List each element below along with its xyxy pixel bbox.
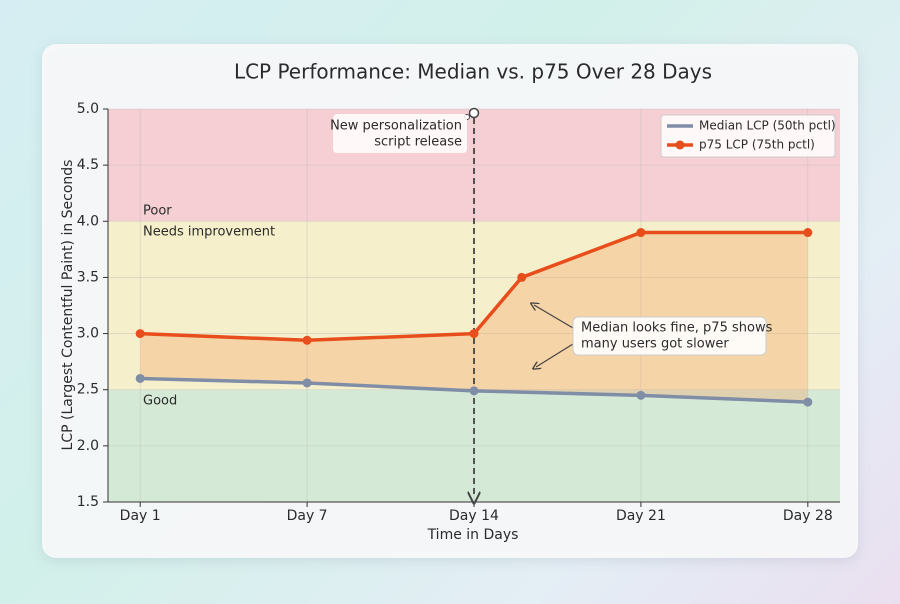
x-tick-label: Day 1: [120, 508, 161, 524]
x-axis-label: Time in Days: [427, 527, 519, 543]
zone-label: Poor: [143, 204, 172, 219]
y-tick-label: 1.5: [77, 494, 99, 510]
annotation-text: New personalization: [330, 119, 462, 134]
zone-label: Needs improvement: [143, 225, 275, 240]
point: [803, 397, 813, 407]
point: [803, 228, 813, 238]
annotation-box: [572, 316, 767, 356]
x-tick-label: Day 21: [616, 508, 666, 524]
point: [517, 272, 527, 282]
point: [636, 228, 646, 238]
chart-title: LCP Performance: Median vs. p75 Over 28 …: [234, 60, 712, 84]
point: [302, 378, 312, 388]
legend-label: Median LCP (50th pctl): [699, 119, 836, 133]
zone-label: Good: [143, 394, 177, 409]
x-tick-label: Day 14: [449, 508, 499, 524]
annotation-arrow: [534, 305, 574, 329]
gap-fill: [140, 232, 808, 403]
y-tick-label: 2.0: [77, 438, 99, 454]
annotation-arrow: [536, 343, 574, 367]
point: [135, 329, 145, 339]
series-line: [140, 230, 808, 343]
y-axis-label: LCP (Largest Contentful Paint) in Second…: [60, 160, 76, 451]
y-tick-label: 3.0: [77, 326, 99, 342]
annotation-text: Median looks fine, p75 shows: [581, 321, 773, 336]
y-tick-label: 5.0: [77, 101, 99, 117]
y-tick-label: 3.5: [77, 269, 99, 285]
point: [135, 373, 145, 383]
y-tick-label: 4.0: [77, 213, 99, 229]
annotation-text: many users got slower: [581, 337, 729, 352]
plot-area: 1.5 2.0 2.5 3.0 3.5 4.0 4.5 5.0 Day 1 Day 7 Day 14…: [77, 101, 840, 524]
x-tick-label: Day 7: [287, 508, 328, 524]
legend-marker: [675, 140, 685, 150]
point: [636, 390, 646, 400]
legend-box: [660, 114, 836, 158]
x-tick-label: Day 28: [783, 508, 833, 524]
y-tick-label: 2.5: [77, 382, 99, 398]
point: [469, 386, 479, 396]
y-tick-label: 4.5: [77, 157, 99, 173]
point: [469, 329, 479, 339]
annotation-text: script release: [374, 135, 462, 150]
legend-label: p75 LCP (75th pctl): [699, 138, 815, 152]
annotation-box: [333, 114, 467, 153]
event-marker: [468, 107, 480, 119]
point: [302, 335, 312, 345]
